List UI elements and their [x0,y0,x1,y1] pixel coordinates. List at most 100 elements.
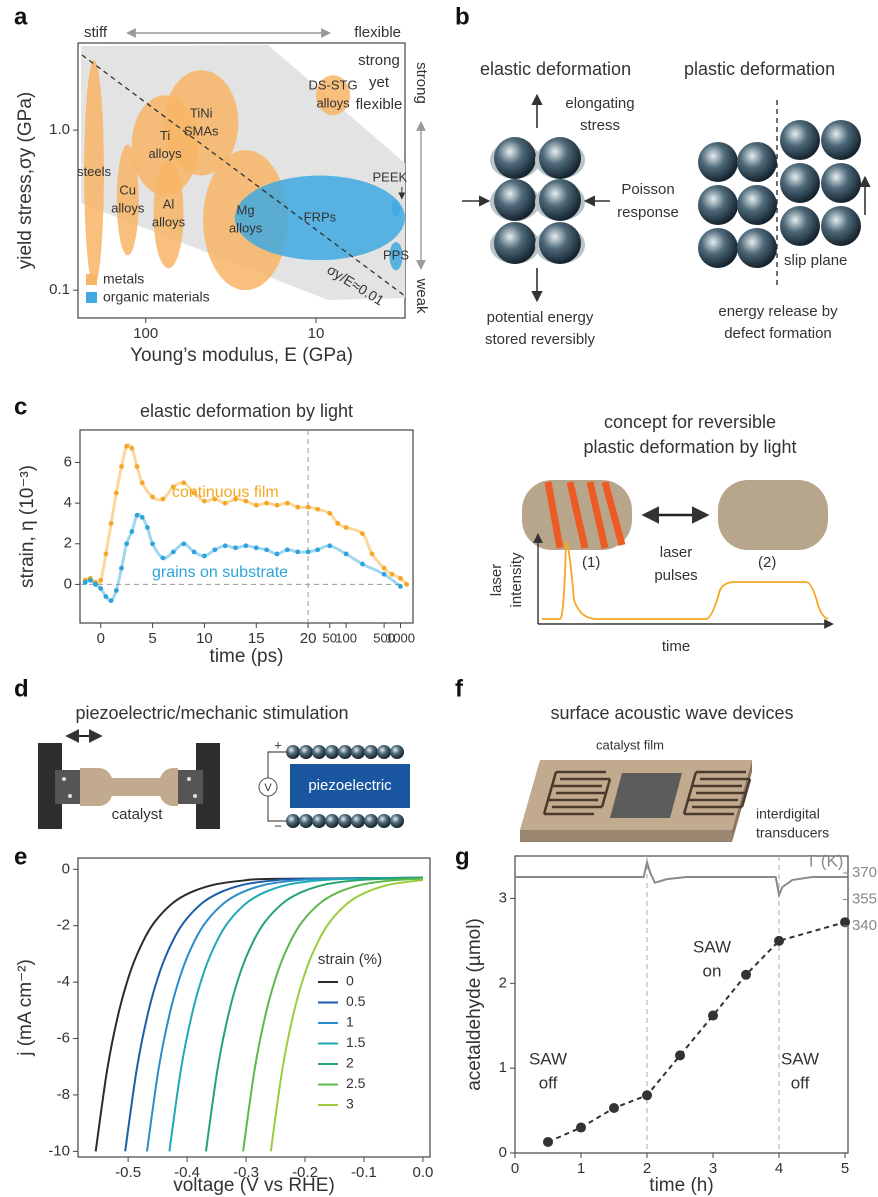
y-tick-label: 3 [499,889,507,906]
x-tick-label: 100 [335,630,357,645]
point [171,549,176,554]
fit-line [85,514,400,601]
y-tick-label: 4 [64,494,72,511]
point [264,547,269,552]
point [360,531,365,536]
legend-label: 1 [346,1014,354,1030]
diagram-text: (1) [582,554,600,571]
point [335,521,340,526]
point [124,444,129,449]
diagram-title: plastic deformation by light [583,437,796,457]
point [327,511,332,516]
sphere [377,745,391,759]
point [295,505,300,510]
point [202,554,207,559]
point [398,576,403,581]
region-label: SMAs [184,123,219,138]
panel-b: elastic deformation plastic deformation … [462,59,865,348]
point [243,543,248,548]
sphere [351,745,365,759]
point [119,464,124,469]
y-tick-label: 2 [499,974,507,991]
point [161,497,166,502]
sphere [286,814,300,828]
region-label: PPS [383,248,409,263]
sphere [494,179,536,221]
sphere [351,814,365,828]
axis-label: laser [488,564,505,597]
point [741,970,751,980]
sphere [737,185,777,225]
x-tick-label: 10 [308,325,325,342]
legend-label: 2.5 [346,1075,366,1091]
legend-label: 3 [346,1096,354,1112]
point [114,491,119,496]
panel-label: a [14,3,28,30]
region-label: alloys [316,96,350,111]
point [382,572,387,577]
y2-tick-label: 370 [852,864,877,881]
plot-frame [80,430,413,623]
legend-swatch [86,292,97,303]
diagram-title: piezoelectric/mechanic stimulation [75,703,348,723]
point [212,547,217,552]
point [306,549,311,554]
point [344,525,349,530]
sphere [780,120,820,160]
sphere [698,185,738,225]
y-tick-label: -2 [57,917,70,934]
sphere [539,137,581,179]
diagram-text: energy release by [718,303,838,320]
point [360,562,365,567]
point [370,552,375,557]
panel-label: g [455,843,470,870]
diagram-text: response [617,204,679,221]
x-axis-label: time (h) [649,1175,713,1196]
y-axis-label: yield stress,σy (GPa) [15,92,36,270]
point [642,1090,652,1100]
y-axis-label: strain, η (10⁻³) [17,465,38,588]
region-label: steels [77,164,111,179]
diagram-text: slip plane [784,252,847,269]
diagram-text: elongating [565,95,634,112]
annotation: off [791,1073,810,1092]
point [192,549,197,554]
region-label: alloys [111,200,145,215]
clamp-plate [178,770,203,804]
device-side [520,830,732,842]
region-label: Ti [160,128,170,143]
x-tick-label: 5 [148,630,156,647]
diagram-text: interdigital [756,806,820,822]
point [109,598,114,603]
region [392,200,401,216]
sphere [390,745,404,759]
point [285,547,290,552]
axis-label: intensity [508,552,525,608]
point [88,578,93,583]
y-tick-label: 0 [499,1144,507,1161]
diagram-text: defect formation [724,325,832,342]
sphere [364,745,378,759]
point [93,582,98,587]
y-tick-label: -6 [57,1029,70,1046]
point [708,1011,718,1021]
region-label: alloys [152,215,186,230]
region-label: Al [163,197,175,212]
panel-label: c [14,393,27,420]
annotation: off [539,1073,558,1092]
series-label: continuous film [172,484,279,501]
chart-title: elastic deformation by light [140,401,353,421]
diagram-text: V [264,782,272,794]
y-tick-label: 6 [64,453,72,470]
diagram-text: pulses [654,567,697,584]
point [140,515,145,520]
point [150,495,155,500]
panel-c-concept: concept for reversible plastic deformati… [488,412,832,655]
y-tick-label: 2 [64,535,72,552]
diagram-text: stress [580,117,620,134]
point [774,936,784,946]
point [119,566,124,571]
panel-f: surface acoustic wave devices catalyst f… [520,703,829,842]
diagram-text: Poisson [621,181,674,198]
y-tick-label: -8 [57,1086,70,1103]
